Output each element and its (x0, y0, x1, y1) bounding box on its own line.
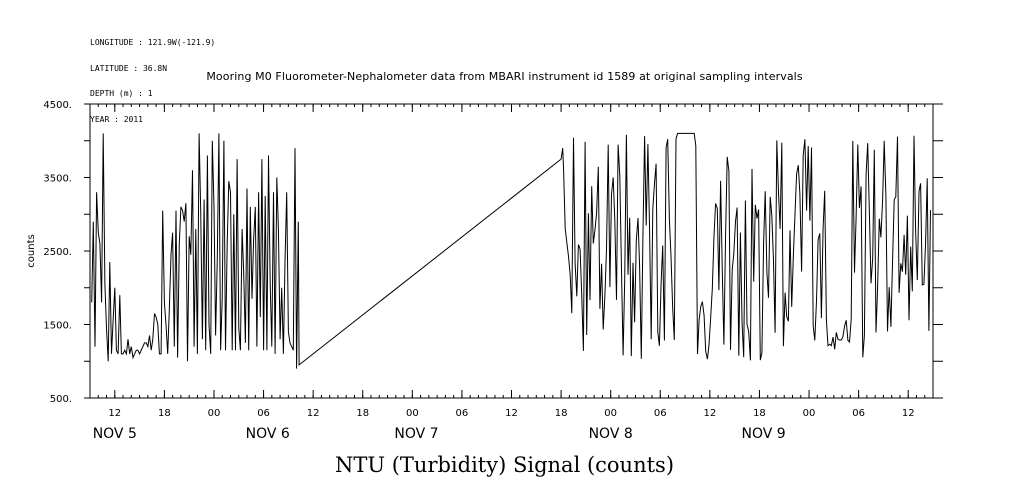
y-tick-label: 4500. (43, 100, 72, 111)
x-tick-label: 18 (356, 408, 369, 419)
y-tick-label: 2500. (43, 247, 72, 258)
x-tick-label: 06 (257, 408, 270, 419)
x-tick-label: 12 (505, 408, 518, 419)
y-axis-title: counts (26, 234, 37, 267)
station-metadata: LONGITUDE : 121.9W(-121.9) LATITUDE : 36… (90, 22, 215, 141)
x-tick-label: 18 (753, 408, 766, 419)
x-tick-label: 00 (604, 408, 617, 419)
x-tick-label: 06 (456, 408, 469, 419)
x-day-label: NOV 7 (394, 426, 438, 442)
x-tick-label: 18 (158, 408, 171, 419)
x-day-label: NOV 9 (741, 426, 785, 442)
x-tick-label: 00 (406, 408, 419, 419)
x-tick-label: 12 (307, 408, 320, 419)
chart-title: Mooring M0 Fluorometer-Nephalometer data… (206, 70, 803, 83)
series-line-turbidity (91, 132, 931, 369)
plot-frame (89, 103, 934, 399)
x-tick-label: 12 (703, 408, 716, 419)
longitude-label: LONGITUDE : 121.9W(-121.9) (90, 38, 216, 47)
x-day-label: NOV 6 (246, 426, 290, 442)
x-tick-label: 00 (208, 408, 221, 419)
x-axis-title: NTU (Turbidity) Signal (counts) (334, 453, 675, 477)
y-tick-label: 1500. (43, 321, 72, 332)
x-day-label: NOV 8 (589, 426, 633, 442)
depth-label: DEPTH (m) : 1 (90, 89, 153, 98)
x-tick-label: 06 (852, 408, 865, 419)
y-tick-label: 500. (50, 394, 72, 405)
x-tick-label: 12 (108, 408, 121, 419)
x-tick-label: 12 (902, 408, 915, 419)
x-day-label: NOV 5 (93, 426, 137, 442)
x-tick-label: 06 (654, 408, 667, 419)
x-tick-label: 00 (803, 408, 816, 419)
latitude-label: LATITUDE : 36.8N (90, 63, 168, 73)
y-tick-label: 3500. (43, 174, 72, 185)
x-tick-label: 18 (555, 408, 568, 419)
year-label: YEAR : 2011 (90, 114, 143, 124)
